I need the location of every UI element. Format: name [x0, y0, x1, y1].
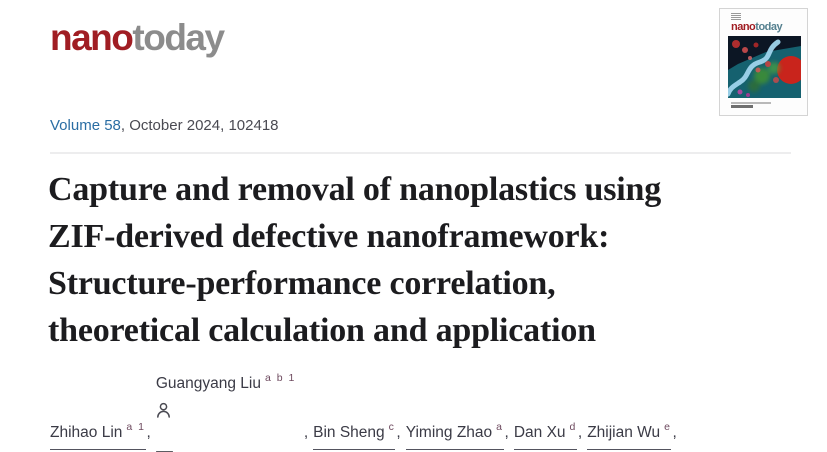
journal-logo-nano: nano	[50, 17, 134, 58]
author-affiliation-superscript: c	[388, 421, 396, 433]
author-list: Zhihao Lin a 1,Guangyang Liu a b 1 , Bin Sh…	[50, 364, 800, 452]
journal-cover-thumbnail[interactable]: nanotoday	[719, 8, 808, 116]
author-name: Dan Xu	[513, 424, 566, 442]
author-separator: ,	[303, 424, 309, 442]
author-link[interactable]: Guangyang Liu a b 1	[156, 364, 303, 452]
author-link[interactable]: Bin Sheng c	[313, 413, 396, 451]
author-link[interactable]: Dan Xu d	[513, 413, 577, 451]
cover-artwork	[728, 36, 801, 98]
journal-logo-today: today	[132, 17, 225, 58]
author-profile-icon[interactable]	[156, 402, 303, 418]
author-link[interactable]: Yiming Zhao a	[405, 413, 504, 451]
header-divider	[50, 152, 791, 154]
author-separator: ,	[504, 424, 509, 442]
issue-line: Volume 58, October 2024, 102418	[50, 117, 279, 134]
author-name: Bin Sheng	[313, 424, 385, 442]
author-affiliation-superscript: d	[569, 421, 577, 433]
article-title-line: theoretical calculation and application	[48, 312, 596, 349]
volume-link[interactable]: Volume 58	[50, 117, 121, 134]
author-affiliation-superscript: a b 1	[264, 372, 296, 384]
author-link[interactable]: Zhihao Lin a 1	[50, 413, 146, 451]
author-name: Yiming Zhao	[405, 424, 493, 442]
journal-logo[interactable]: nanotoday	[50, 17, 225, 58]
article-title-line: ZIF-derived defective nanoframework:	[48, 218, 610, 255]
author-name: Guangyang Liu	[155, 375, 261, 393]
author-name: Zhihao Lin	[50, 424, 123, 442]
author-separator: ,	[146, 424, 151, 442]
author-separator: ,	[396, 424, 401, 442]
author-separator: ,	[577, 424, 583, 442]
issue-date-article-number: , October 2024, 102418	[120, 117, 279, 134]
author-affiliation-superscript: a	[496, 421, 504, 433]
cover-issn-mark	[731, 13, 741, 20]
author-affiliation-superscript: a 1	[126, 421, 146, 433]
cover-logo-today: today	[755, 21, 783, 33]
cover-logo-nano: nano	[731, 21, 756, 33]
cover-publisher-mark	[731, 105, 753, 108]
author-separator: ,	[672, 424, 677, 442]
author-affiliation-superscript: e	[664, 421, 672, 433]
article-title-line: Structure-performance correlation,	[48, 265, 556, 302]
author-name: Zhijian Wu	[587, 424, 661, 442]
article-title-line: Capture and removal of nanoplastics usin…	[48, 171, 662, 208]
cover-logo: nanotoday	[731, 21, 783, 33]
article-title: Capture and removal of nanoplastics usin…	[48, 166, 793, 354]
author-link[interactable]: Zhijian Wu e	[587, 413, 672, 451]
cover-footer-text-mark	[731, 102, 771, 104]
journal-cover-inner: nanotoday	[725, 12, 802, 112]
